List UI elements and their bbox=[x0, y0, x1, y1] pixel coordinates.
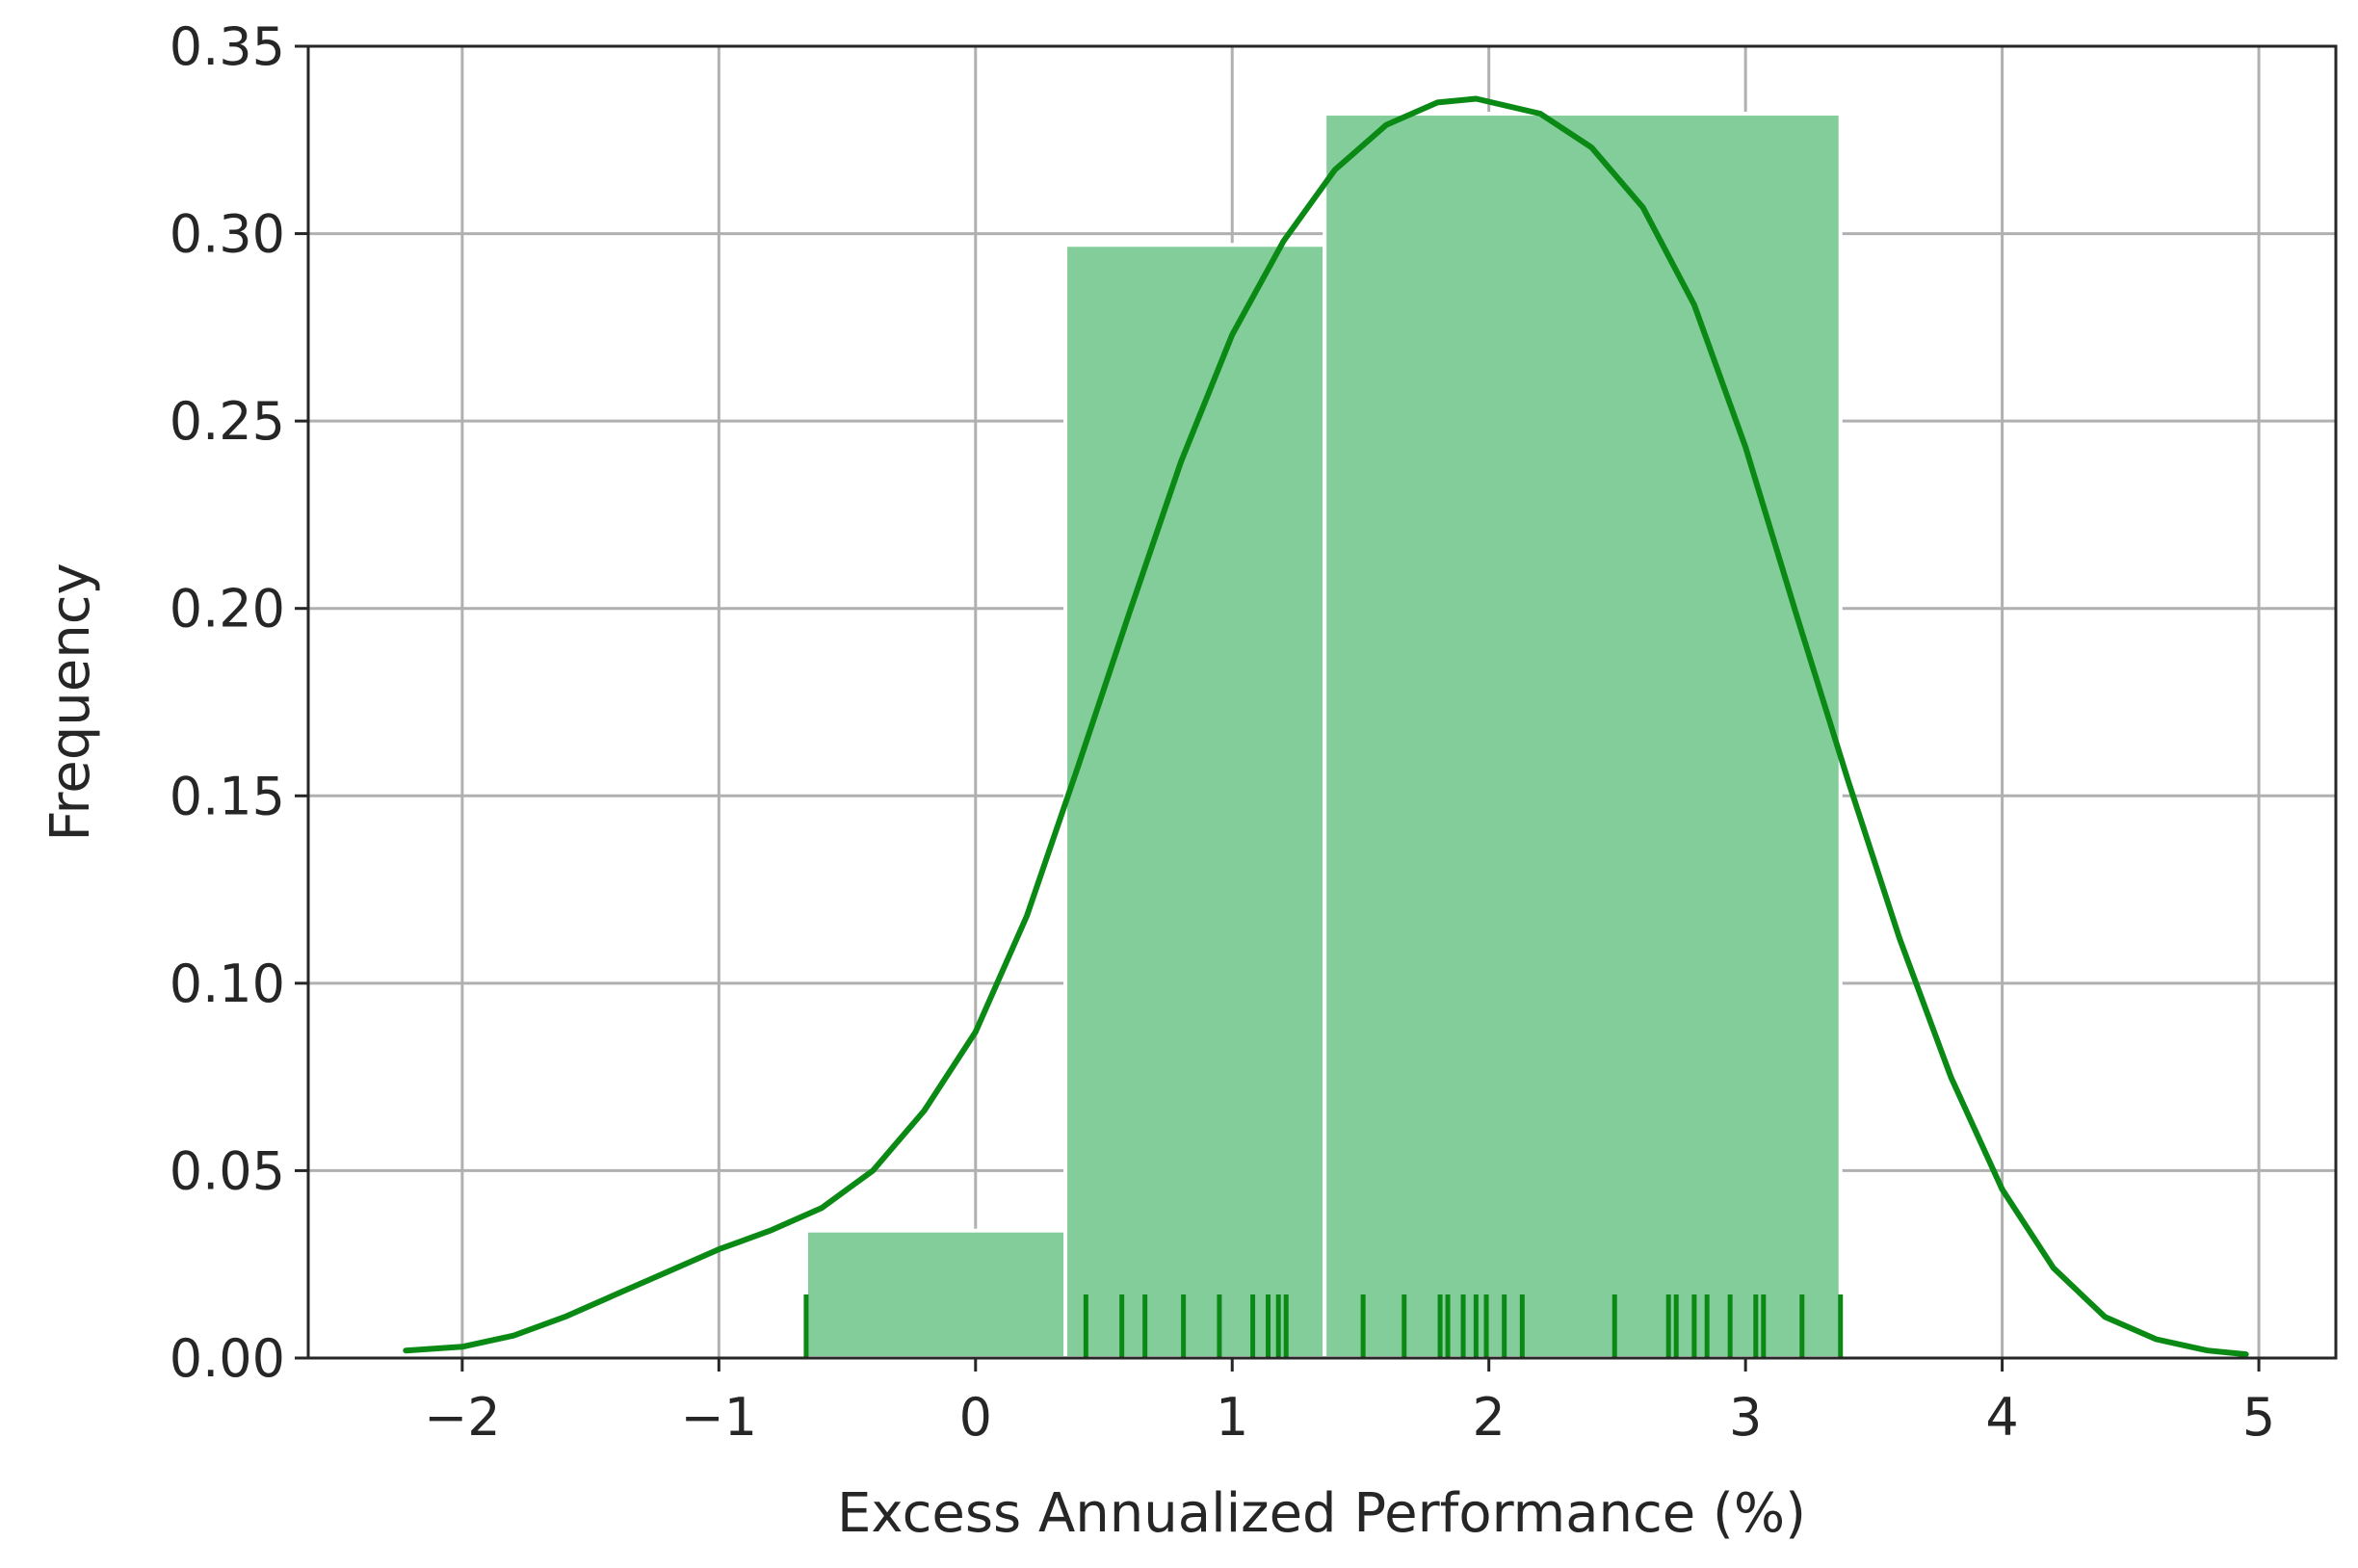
y-tick-label: 0.10 bbox=[170, 954, 285, 1014]
histogram-bar bbox=[803, 1228, 1068, 1360]
x-tick-label: 2 bbox=[1473, 1387, 1506, 1448]
y-tick-label: 0.30 bbox=[170, 204, 285, 265]
histogram-bar bbox=[1063, 243, 1327, 1360]
histogram-bar bbox=[1323, 112, 1843, 1361]
kde-curve bbox=[403, 95, 2249, 1358]
y-tick-label: 0.35 bbox=[170, 16, 285, 77]
x-tick-label: 3 bbox=[1729, 1387, 1762, 1448]
y-axis-ticks: 0.00 0.05 0.10 0.15 0.20 0.25 0.30 0.35 bbox=[170, 16, 308, 1389]
x-tick-label: 5 bbox=[2242, 1387, 2275, 1448]
x-axis-label: Excess Annualized Performance (%) bbox=[837, 1482, 1806, 1545]
y-tick-label: 0.05 bbox=[170, 1140, 285, 1201]
x-tick-label: −1 bbox=[681, 1387, 758, 1448]
plot-frame bbox=[306, 44, 2338, 1360]
x-tick-label: −2 bbox=[424, 1387, 501, 1448]
rug-marks bbox=[803, 1294, 1844, 1358]
y-tick-label: 0.25 bbox=[170, 391, 285, 452]
y-tick-label: 0.00 bbox=[170, 1328, 285, 1389]
x-tick-label: 1 bbox=[1216, 1387, 1248, 1448]
x-tick-label: 0 bbox=[959, 1387, 992, 1448]
y-tick-label: 0.20 bbox=[170, 579, 285, 640]
y-tick-label: 0.15 bbox=[170, 766, 285, 826]
y-axis-label: Frequency bbox=[39, 562, 102, 841]
x-tick-label: 4 bbox=[1985, 1387, 2018, 1448]
x-axis-ticks: −2 −1 0 1 2 3 4 5 bbox=[424, 1358, 2275, 1448]
